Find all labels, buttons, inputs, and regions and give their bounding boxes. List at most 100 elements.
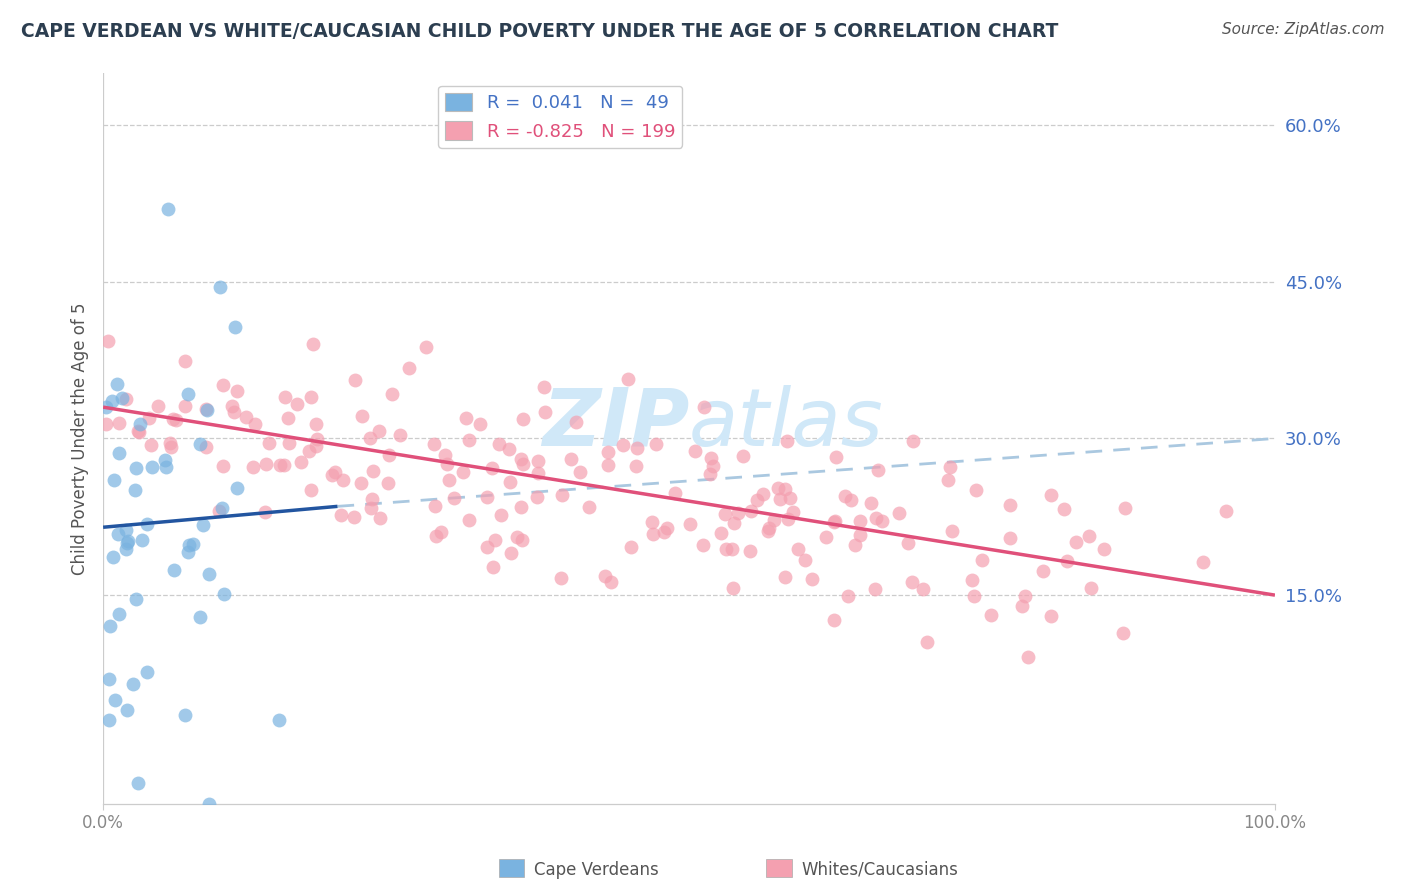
Point xyxy=(498,442,520,456)
Point xyxy=(900,575,922,590)
Point xyxy=(773,482,796,496)
Point xyxy=(211,500,233,515)
Point xyxy=(242,460,264,475)
Point xyxy=(267,714,290,728)
Point xyxy=(194,440,217,454)
Point xyxy=(823,613,845,627)
Point xyxy=(501,546,523,560)
Point xyxy=(378,448,401,462)
Point xyxy=(801,572,824,586)
Point xyxy=(779,491,801,506)
Point xyxy=(138,410,160,425)
Point xyxy=(302,336,325,351)
Point xyxy=(457,513,479,527)
Point xyxy=(710,526,733,541)
Text: Source: ZipAtlas.com: Source: ZipAtlas.com xyxy=(1222,22,1385,37)
Point xyxy=(278,436,301,450)
Point xyxy=(299,483,322,498)
Point xyxy=(226,481,249,495)
Point xyxy=(865,511,887,525)
Point xyxy=(360,491,382,506)
Point xyxy=(911,582,934,596)
Point xyxy=(626,441,648,455)
Point xyxy=(721,542,744,557)
Point xyxy=(1080,582,1102,596)
Point xyxy=(837,589,859,603)
Point xyxy=(350,475,373,490)
Point xyxy=(612,438,634,452)
Point xyxy=(527,467,550,481)
Point xyxy=(107,416,129,430)
Point xyxy=(173,354,195,368)
Point xyxy=(97,334,120,348)
Point xyxy=(550,571,572,585)
Point xyxy=(769,491,792,506)
Point xyxy=(560,452,582,467)
Point xyxy=(114,523,136,537)
Point xyxy=(488,437,510,451)
Point xyxy=(352,409,374,423)
Point xyxy=(304,439,326,453)
Point xyxy=(569,465,592,479)
Point xyxy=(643,526,665,541)
Point xyxy=(195,402,218,417)
Point xyxy=(692,537,714,551)
Point xyxy=(274,390,297,404)
Point xyxy=(156,202,179,216)
Point xyxy=(125,460,148,475)
Point xyxy=(155,459,177,474)
Point xyxy=(534,404,557,418)
Point xyxy=(342,510,364,524)
Point xyxy=(177,544,200,558)
Point xyxy=(714,507,737,521)
Point xyxy=(652,525,675,540)
Point xyxy=(970,553,993,567)
Point xyxy=(870,514,893,528)
Point xyxy=(714,542,737,557)
Point xyxy=(1014,590,1036,604)
Point xyxy=(598,458,620,472)
Point xyxy=(510,533,533,547)
Point xyxy=(814,530,837,544)
Point xyxy=(153,453,176,467)
Point xyxy=(1039,609,1062,624)
Point xyxy=(221,399,243,413)
Point xyxy=(135,665,157,679)
Point xyxy=(509,500,531,514)
Point xyxy=(212,377,235,392)
Point xyxy=(664,485,686,500)
Point xyxy=(245,417,267,431)
Point xyxy=(941,524,963,538)
Point xyxy=(599,575,621,590)
Point xyxy=(101,394,124,409)
Point xyxy=(321,468,343,483)
Point xyxy=(177,538,200,552)
Point xyxy=(433,448,456,462)
Point xyxy=(533,380,555,394)
Point xyxy=(361,464,384,478)
Point xyxy=(436,457,458,471)
Point xyxy=(429,525,451,540)
Point xyxy=(124,483,146,497)
Point xyxy=(381,387,404,401)
Point xyxy=(793,553,815,567)
Point xyxy=(160,440,183,454)
Point xyxy=(307,432,329,446)
Point xyxy=(593,569,616,583)
Point xyxy=(305,417,328,431)
Point xyxy=(389,427,412,442)
Text: Cape Verdeans: Cape Verdeans xyxy=(534,861,659,879)
Point xyxy=(1053,501,1076,516)
Point xyxy=(699,467,721,481)
Point xyxy=(849,528,872,542)
Point xyxy=(844,538,866,552)
Point xyxy=(640,516,662,530)
Point xyxy=(1032,564,1054,578)
Point xyxy=(868,462,890,476)
Point xyxy=(731,450,754,464)
Point xyxy=(477,540,499,554)
Point xyxy=(980,608,1002,623)
Point xyxy=(451,465,474,479)
Point xyxy=(329,508,352,522)
Point xyxy=(477,490,499,504)
